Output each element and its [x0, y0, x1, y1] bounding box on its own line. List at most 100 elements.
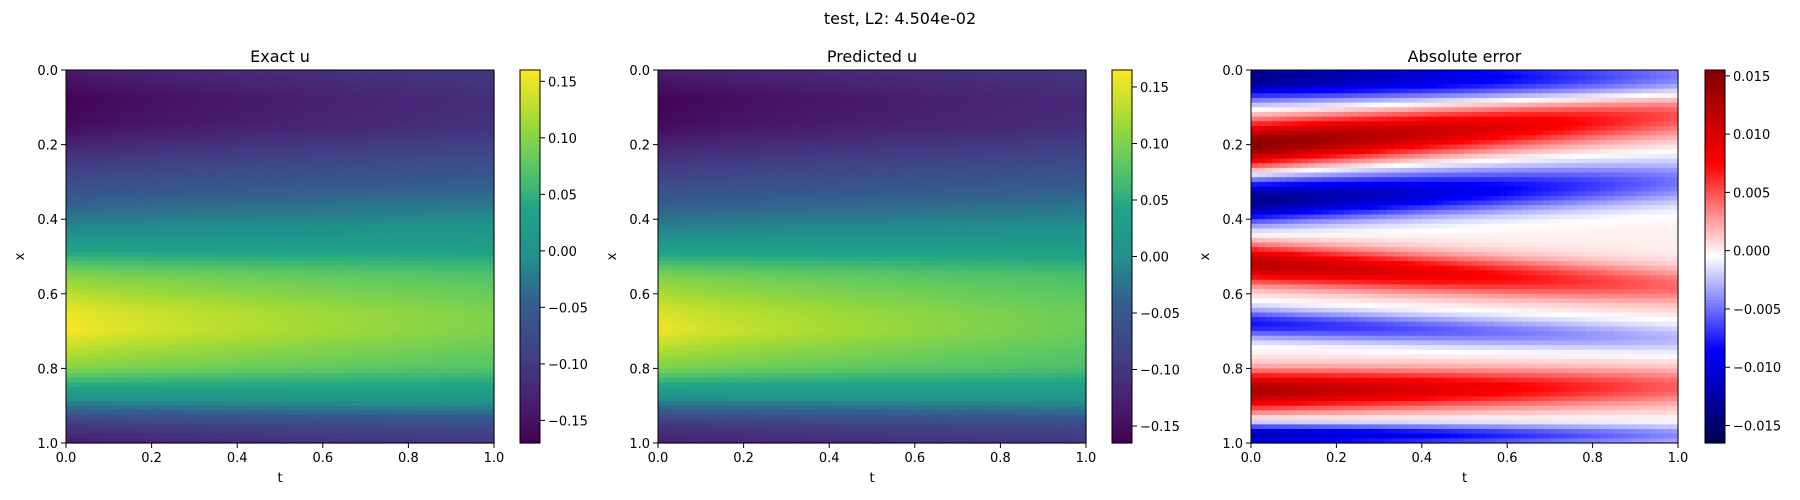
heatmap-cell — [108, 153, 117, 160]
heatmap-cell — [237, 167, 245, 174]
heatmap-cell — [308, 256, 317, 262]
heatmap-cell — [80, 111, 88, 118]
heatmap-cell — [394, 130, 402, 136]
heatmap-cell — [337, 242, 345, 248]
heatmap-cell — [472, 284, 481, 290]
heatmap-cell — [322, 405, 331, 411]
heatmap-cell — [73, 116, 81, 122]
colorbar-segment — [520, 424, 540, 429]
heatmap-cell — [465, 237, 474, 244]
heatmap-cell — [372, 298, 381, 304]
heatmap-cell — [408, 172, 417, 178]
heatmap-cell — [251, 247, 260, 253]
heatmap-cell — [351, 335, 360, 342]
heatmap-cell — [272, 438, 281, 444]
heatmap-cell — [444, 298, 452, 304]
heatmap-cell — [123, 79, 131, 85]
heatmap-cell — [158, 158, 167, 164]
colorbar-segment — [520, 110, 540, 115]
heatmap-cell — [472, 158, 481, 164]
heatmap-cell — [108, 191, 117, 197]
heatmap-cell — [151, 163, 160, 169]
heatmap-cell — [123, 326, 131, 332]
heatmap-cell — [301, 181, 310, 188]
heatmap-cell — [123, 401, 131, 407]
heatmap-cell — [251, 270, 260, 276]
heatmap-cell — [301, 111, 310, 118]
heatmap-cell — [365, 265, 374, 272]
heatmap-cell — [451, 349, 459, 356]
heatmap-cell — [308, 116, 317, 122]
heatmap-cell — [358, 79, 367, 85]
heatmap-cell — [337, 289, 345, 295]
heatmap-cell — [208, 130, 217, 136]
heatmap-cell — [401, 83, 409, 90]
heatmap-cell — [272, 237, 281, 244]
heatmap-cell — [258, 144, 267, 150]
heatmap-cell — [458, 391, 467, 397]
heatmap-cell — [358, 195, 367, 202]
heatmap-cell — [123, 107, 131, 113]
heatmap-cell — [436, 223, 445, 230]
heatmap-cell — [387, 125, 395, 132]
heatmap-cell — [358, 97, 367, 104]
heatmap-cell — [73, 438, 81, 444]
heatmap-cell — [479, 419, 488, 425]
heatmap-cell — [458, 97, 467, 104]
heatmap-cell — [486, 144, 495, 150]
heatmap-cell — [272, 97, 281, 104]
heatmap-cell — [208, 279, 217, 286]
heatmap-cell — [486, 284, 495, 290]
heatmap-cell — [66, 242, 74, 248]
heatmap-cell — [158, 284, 167, 290]
heatmap-cell — [230, 368, 238, 374]
heatmap-cell — [479, 223, 488, 230]
heatmap-cell — [294, 377, 302, 383]
heatmap-cell — [258, 410, 267, 416]
heatmap-cell — [265, 391, 274, 397]
heatmap-cell — [187, 163, 195, 169]
colorbar-segment — [520, 362, 540, 366]
heatmap-cell — [351, 429, 360, 435]
heatmap-cell — [379, 349, 388, 356]
heatmap-cell — [693, 70, 702, 76]
heatmap-cell — [451, 219, 459, 225]
heatmap-cell — [387, 354, 395, 360]
heatmap-cell — [115, 144, 124, 150]
heatmap-cell — [315, 261, 324, 267]
colorbar-segment — [520, 244, 540, 248]
heatmap-cell — [144, 391, 153, 397]
heatmap-cell — [315, 251, 324, 258]
heatmap-cell — [265, 74, 274, 80]
heatmap-cell — [394, 158, 402, 164]
heatmap-cell — [280, 373, 288, 379]
heatmap-cell — [479, 256, 488, 262]
heatmap-cell — [294, 163, 302, 169]
heatmap-cell — [165, 191, 174, 197]
heatmap-cell — [358, 256, 367, 262]
heatmap-cell — [173, 391, 181, 397]
heatmap-cell — [265, 181, 274, 188]
heatmap-cell — [401, 382, 409, 388]
heatmap-cell — [187, 354, 195, 360]
heatmap-cell — [458, 293, 467, 300]
heatmap-cell — [379, 396, 388, 402]
heatmap-cell — [358, 181, 367, 188]
heatmap-cell — [415, 354, 424, 360]
heatmap-cell — [230, 335, 238, 342]
heatmap-cell — [458, 275, 467, 281]
heatmap-cell — [444, 331, 452, 337]
colorbar-segment — [520, 343, 540, 348]
heatmap-cell — [272, 209, 281, 216]
heatmap-cell — [365, 237, 374, 244]
heatmap-cell — [80, 359, 88, 365]
heatmap-cell — [115, 79, 124, 85]
heatmap-cell — [465, 242, 474, 248]
heatmap-cell — [344, 172, 352, 178]
heatmap-cell — [144, 139, 153, 146]
heatmap-cell — [87, 270, 96, 276]
heatmap-cell — [486, 401, 495, 407]
heatmap-cell — [94, 419, 103, 425]
heatmap-cell — [272, 359, 281, 365]
heatmap-cell — [66, 181, 74, 188]
